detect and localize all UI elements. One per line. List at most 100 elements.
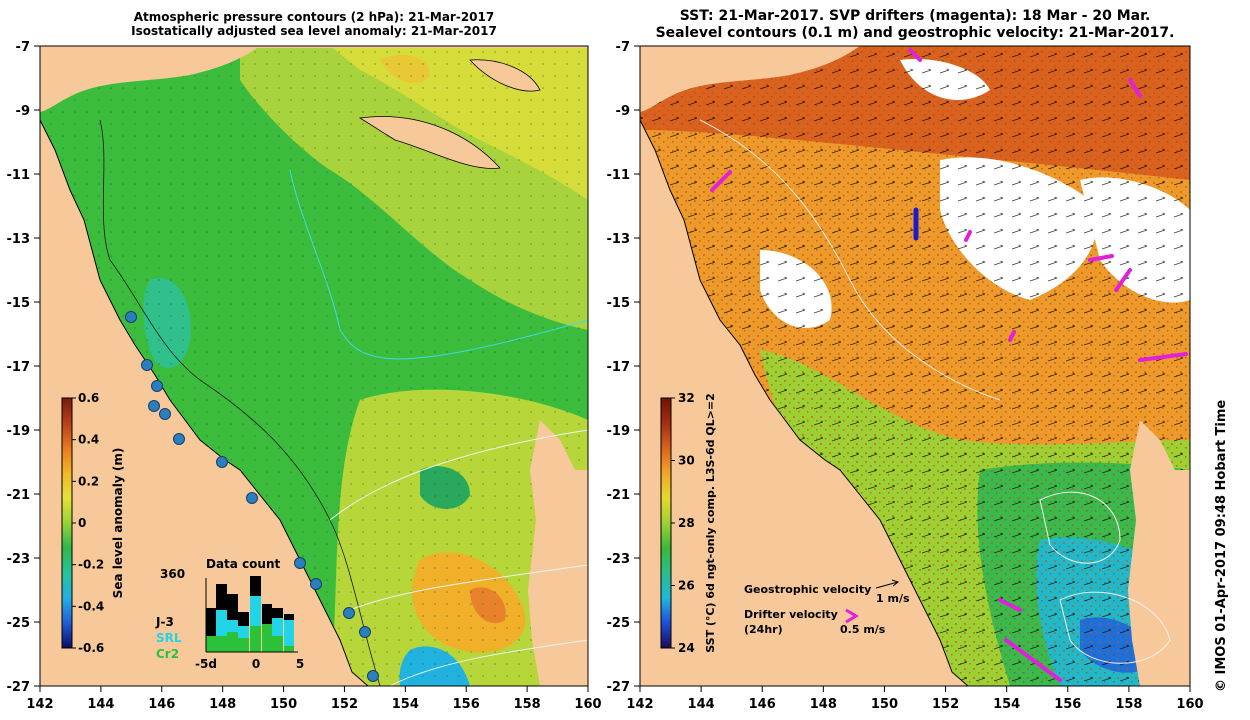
inset-ylabel: 360 (160, 567, 185, 581)
land-australia (40, 46, 368, 686)
y-tick-label: -15 (7, 296, 31, 311)
velocity-legend: Geostrophic velocity 1 m/s Drifter veloc… (744, 579, 910, 636)
colorbar-tick-label: 26 (678, 579, 695, 593)
land-island (469, 59, 541, 92)
y-tick-label: -13 (607, 232, 631, 247)
drifter-velocity-sublabel: (24hr) (744, 623, 783, 636)
y-tick-label: -19 (607, 424, 631, 439)
y-tick-label: -9 (16, 104, 30, 119)
right-title-line2: Sealevel contours (0.1 m) and geostrophi… (655, 24, 1175, 41)
x-tick-label: 158 (1115, 697, 1142, 712)
pressure-contour (349, 564, 588, 611)
y-tick-label: -9 (616, 104, 630, 119)
colorbar-tick-label: 0 (78, 516, 86, 530)
x-tick-label: 146 (148, 697, 175, 712)
y-tick-label: -21 (607, 488, 631, 503)
x-tick-label: 152 (331, 697, 358, 712)
y-tick-label: -17 (607, 360, 631, 375)
colorbar-tick-label: 0.2 (78, 474, 99, 488)
colorbar-tick-label: -0.6 (78, 641, 104, 655)
inset-bars (206, 576, 294, 652)
sla-colorbar-label: Sea level anomaly (m) (111, 448, 125, 599)
x-tick-label: 156 (453, 697, 480, 712)
y-tick-label: -23 (7, 552, 31, 567)
sst-colorbar-bar (660, 397, 672, 649)
tide-gauge-marker (141, 359, 153, 371)
drifter-velocity-label: Drifter velocity (744, 608, 838, 621)
x-tick-label: 146 (749, 697, 776, 712)
drifter-scale-label: 0.5 m/s (840, 623, 886, 636)
colorbar-tick-label: -0.2 (78, 558, 104, 572)
y-tick-label: -7 (616, 40, 630, 55)
y-tick-label: -25 (7, 616, 31, 631)
land-island (358, 116, 501, 169)
bathymetry-contour (99, 119, 381, 686)
sst-colorbar-label: SST (°C) 6d ngt-only comp. L3S-6d QL>=2 (704, 393, 717, 653)
geostrophic-scale-label: 1 m/s (876, 592, 910, 605)
tide-gauge-marker (173, 433, 185, 445)
x-tick-label: 148 (810, 697, 837, 712)
x-tick-label: 142 (626, 697, 653, 712)
x-tick-label: 142 (26, 697, 53, 712)
y-tick-label: -27 (607, 680, 631, 695)
x-tick-label: 150 (871, 697, 898, 712)
inset-x-tick: -5d (195, 657, 217, 671)
tide-gauge-marker (148, 400, 160, 412)
coastline (40, 119, 369, 686)
tide-gauge-marker (246, 492, 258, 504)
colorbar-tick-label: 0.6 (78, 391, 99, 405)
x-tick-label: 160 (1176, 697, 1203, 712)
x-tick-label: 148 (209, 697, 236, 712)
inset-x-tick: 5 (296, 657, 304, 671)
colorbar-tick-label: 28 (678, 516, 695, 530)
geostrophic-velocity-label: Geostrophic velocity (744, 583, 871, 596)
x-tick-label: 156 (1054, 697, 1081, 712)
y-tick-label: -19 (7, 424, 31, 439)
inset-legend-entry: Cr2 (156, 647, 179, 661)
left-map (39, 45, 589, 687)
land-new-guinea (640, 46, 860, 112)
x-tick-label: 158 (514, 697, 541, 712)
land-east-coast (528, 420, 588, 686)
sea-level-contour (699, 119, 1001, 401)
drifter-tracks (710, 48, 1188, 682)
tide-gauge-marker (310, 578, 322, 590)
data-count-inset: Data count 360 -5d (155, 557, 304, 671)
y-tick-label: -13 (7, 232, 31, 247)
pressure-contour (389, 639, 588, 686)
x-tick-label: 154 (993, 697, 1020, 712)
pressure-contour (329, 429, 588, 521)
y-tick-label: -11 (607, 168, 631, 183)
right-map-title: SST: 21-Mar-2017. SVP drifters (magenta)… (640, 8, 1190, 42)
imos-credit: © IMOS 01-Apr-2017 09:48 Hobart Time (1214, 399, 1229, 692)
y-tick-label: -25 (607, 616, 631, 631)
right-title-line1: SST: 21-Mar-2017. SVP drifters (magenta)… (679, 8, 1151, 24)
inset-legend-entry: SRL (156, 631, 182, 645)
tide-gauge-marker (359, 626, 371, 638)
geostrophic-scale-arrow (875, 581, 899, 589)
tide-gauge-marker (159, 408, 171, 420)
y-tick-label: -21 (7, 488, 31, 503)
x-tick-label: 150 (270, 697, 297, 712)
sea-level-contour (1059, 591, 1171, 664)
sst-colorbar: 32 30 28 26 24 SST (°C) 6d ngt-only comp. L3… (660, 391, 717, 655)
y-tick-label: -7 (16, 40, 30, 55)
right-map (639, 45, 1191, 687)
tide-gauge-markers (125, 311, 379, 682)
tide-gauge-marker (367, 670, 379, 682)
land-australia (640, 46, 968, 686)
inset-title: Data count (206, 557, 281, 571)
tide-gauge-marker (151, 380, 163, 392)
x-tick-label: 144 (688, 697, 715, 712)
tide-gauge-marker (216, 456, 228, 468)
tide-gauge-marker (294, 557, 306, 569)
x-tick-label: 144 (87, 697, 114, 712)
y-tick-label: -17 (7, 360, 31, 375)
inset-x-tick: 0 (252, 657, 260, 671)
y-tick-label: -27 (7, 680, 31, 695)
y-tick-label: -23 (607, 552, 631, 567)
coastline (640, 119, 969, 686)
colorbar-tick-label: -0.4 (78, 599, 104, 613)
sla-colorbar-bar (61, 397, 73, 649)
